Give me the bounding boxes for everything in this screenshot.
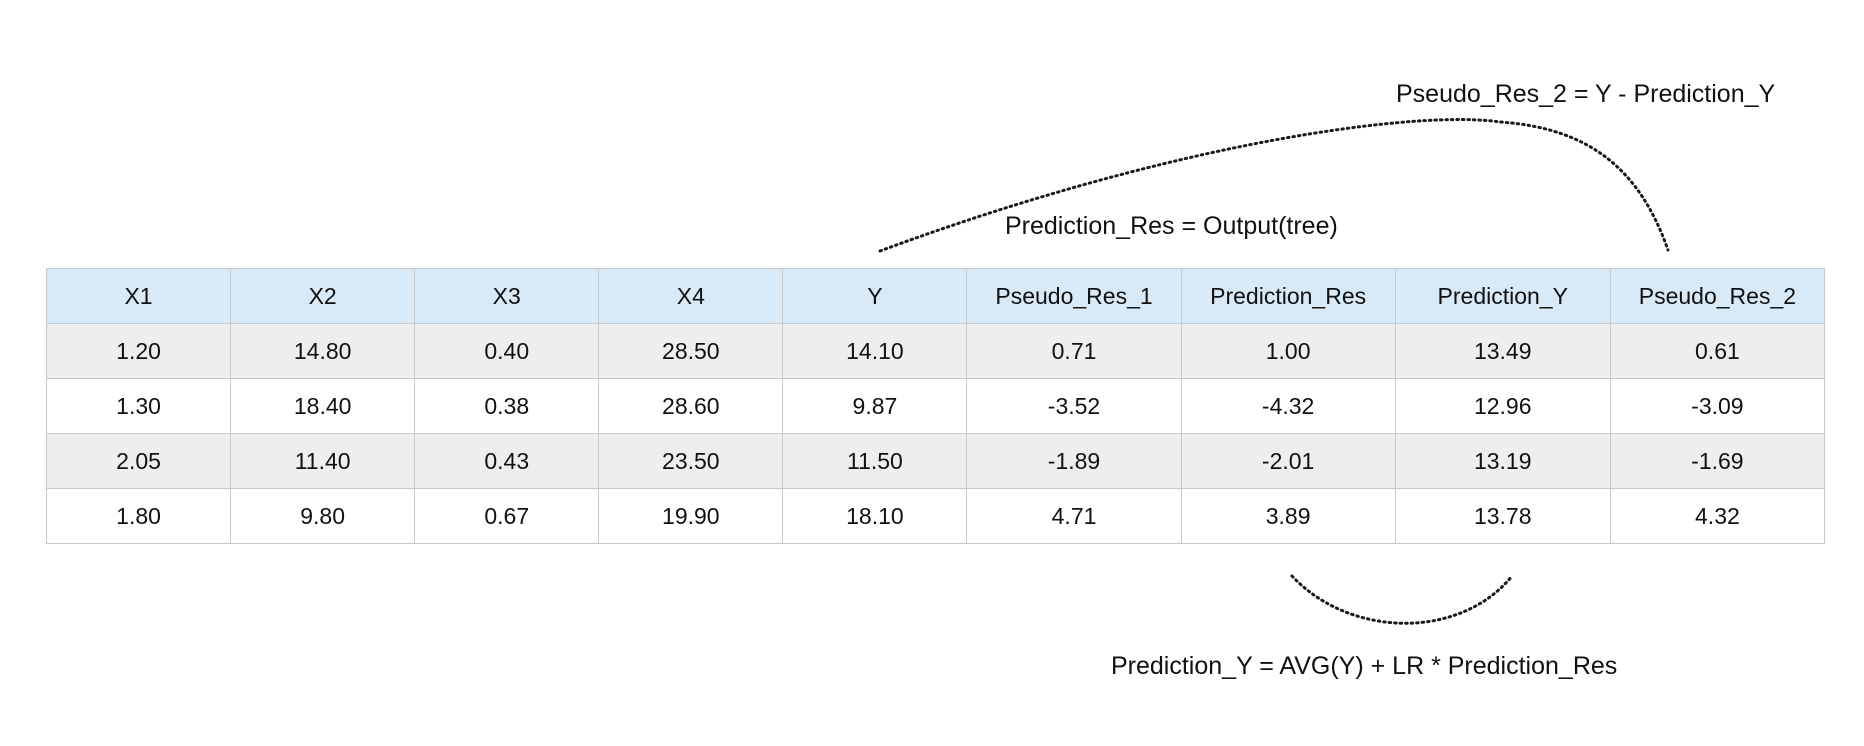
header-y: Y xyxy=(782,268,968,324)
table-cell: -1.69 xyxy=(1609,433,1826,489)
table-cell: 0.43 xyxy=(414,433,600,489)
header-x1: X1 xyxy=(45,268,232,324)
table-cell: 14.80 xyxy=(230,323,416,379)
table-cell: 28.50 xyxy=(598,323,784,379)
table-cell: -4.32 xyxy=(1180,378,1396,434)
table-cell: 11.50 xyxy=(782,433,968,489)
table-cell: 14.10 xyxy=(782,323,968,379)
header-prediction-y: Prediction_Y xyxy=(1394,268,1611,324)
table-cell: 0.71 xyxy=(966,323,1182,379)
header-x3: X3 xyxy=(414,268,600,324)
table-row: 1.30 18.40 0.38 28.60 9.87 -3.52 -4.32 1… xyxy=(45,378,1826,434)
table-cell: 2.05 xyxy=(45,433,232,489)
header-x2: X2 xyxy=(230,268,416,324)
table-cell: 12.96 xyxy=(1394,378,1611,434)
header-row: X1 X2 X3 X4 Y Pseudo_Res_1 Prediction_Re… xyxy=(45,268,1826,324)
prediction-y-formula: Prediction_Y = AVG(Y) + LR * Prediction_… xyxy=(1111,652,1618,680)
table-cell: 4.32 xyxy=(1609,488,1826,544)
table-cell: -3.09 xyxy=(1609,378,1826,434)
pseudo-res-2-formula: Pseudo_Res_2 = Y - Prediction_Y xyxy=(1396,80,1776,108)
residuals-table: X1 X2 X3 X4 Y Pseudo_Res_1 Prediction_Re… xyxy=(45,268,1826,544)
table-cell: 0.61 xyxy=(1609,323,1826,379)
table-row: 1.80 9.80 0.67 19.90 18.10 4.71 3.89 13.… xyxy=(45,488,1826,544)
table-cell: 0.40 xyxy=(414,323,600,379)
table-cell: 23.50 xyxy=(598,433,784,489)
table-cell: 19.90 xyxy=(598,488,784,544)
table-cell: 1.00 xyxy=(1180,323,1396,379)
table-cell: 1.20 xyxy=(45,323,232,379)
table-cell: 1.80 xyxy=(45,488,232,544)
table-cell: 28.60 xyxy=(598,378,784,434)
table-cell: 4.71 xyxy=(966,488,1182,544)
table-cell: 11.40 xyxy=(230,433,416,489)
bottom-dotted-arc xyxy=(1290,574,1514,625)
table-cell: 18.40 xyxy=(230,378,416,434)
table-cell: -2.01 xyxy=(1180,433,1396,489)
table-cell: 1.30 xyxy=(45,378,232,434)
table-cell: 9.87 xyxy=(782,378,968,434)
table-cell: 18.10 xyxy=(782,488,968,544)
table-cell: 13.78 xyxy=(1394,488,1611,544)
table-cell: -3.52 xyxy=(966,378,1182,434)
header-pseudo-res-2: Pseudo_Res_2 xyxy=(1609,268,1826,324)
table-cell: 13.49 xyxy=(1394,323,1611,379)
table-cell: -1.89 xyxy=(966,433,1182,489)
table-row: 1.20 14.80 0.40 28.50 14.10 0.71 1.00 13… xyxy=(45,323,1826,379)
header-prediction-res: Prediction_Res xyxy=(1180,268,1396,324)
table-cell: 0.38 xyxy=(414,378,600,434)
table-cell: 0.67 xyxy=(414,488,600,544)
table-cell: 3.89 xyxy=(1180,488,1396,544)
table-row: 2.05 11.40 0.43 23.50 11.50 -1.89 -2.01 … xyxy=(45,433,1826,489)
table-cell: 9.80 xyxy=(230,488,416,544)
prediction-res-formula: Prediction_Res = Output(tree) xyxy=(1005,212,1338,240)
header-x4: X4 xyxy=(598,268,784,324)
header-pseudo-res-1: Pseudo_Res_1 xyxy=(966,268,1182,324)
table-cell: 13.19 xyxy=(1394,433,1611,489)
